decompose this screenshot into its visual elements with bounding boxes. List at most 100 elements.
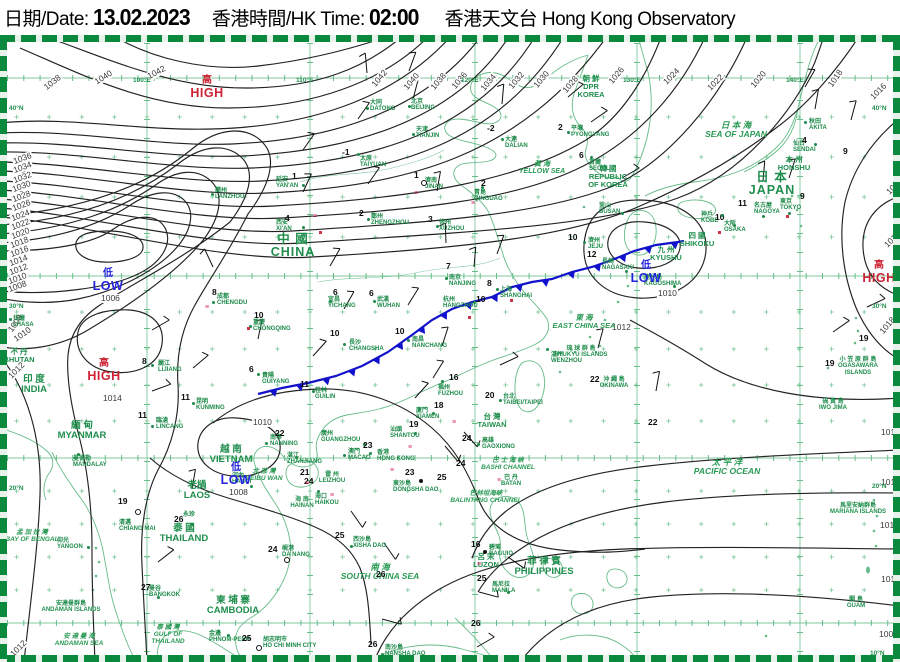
station-dot-LHASA bbox=[8, 317, 12, 321]
wind-barb-shaft bbox=[407, 287, 420, 306]
wind-barb-feather bbox=[843, 316, 850, 321]
graticule-label-30N-1: 30°N bbox=[9, 303, 24, 310]
isobar-label-1014-36: 1014 bbox=[880, 477, 900, 487]
water-label-yellow-sea: 黃 海 YELLOW SEA bbox=[518, 161, 566, 176]
isobar-1014-east bbox=[471, 449, 900, 559]
station-label-CHONGQING: 重慶 CHONGQING bbox=[253, 320, 291, 333]
wind-barb-feather bbox=[395, 553, 400, 560]
coast-philippine-islands bbox=[454, 557, 639, 662]
station-temp-NAGASAKI: 12 bbox=[587, 249, 597, 259]
station-dot-SHANGHAI bbox=[495, 287, 499, 291]
wind-barb-shaft bbox=[367, 167, 380, 185]
wind-barb-feather bbox=[408, 51, 416, 54]
station-temp-FUZHOU: 16 bbox=[449, 372, 459, 382]
station-label-TAIBEI/TAIPEI: 台北 TAIBEI/TAIPEI bbox=[503, 394, 543, 407]
station-dot-LIJIANG bbox=[150, 363, 154, 367]
water-label-andaman-sea: 安 達 曼 海 ANDAMAN SEA bbox=[54, 633, 104, 647]
station-dot-MANILA bbox=[506, 590, 510, 594]
map-border-top bbox=[0, 35, 900, 42]
water-label-balintang-channel: 巴林坦海峽 BALINTANG CHANNEL bbox=[450, 490, 522, 504]
station-temp-JINAN: 1 bbox=[414, 170, 419, 180]
wind-barb-feather bbox=[399, 617, 402, 625]
station-dot-CHONGQING bbox=[248, 324, 252, 328]
station-temp-QINGDAO: 2 bbox=[481, 178, 486, 188]
island-guam bbox=[866, 566, 870, 574]
wind-barb-feather bbox=[362, 100, 370, 104]
region-label-kyushu: 九 州 KYUSHU bbox=[650, 245, 682, 262]
isobar-1042 bbox=[111, 35, 393, 68]
station-label-BANGKOK: 曼谷 BANGKOK bbox=[149, 586, 180, 599]
station-dot-NAGASAKI bbox=[624, 269, 628, 273]
station-label-ZHANJIANG: 湛江 ZHANJIANG bbox=[287, 453, 323, 466]
island-dot bbox=[874, 544, 878, 548]
observatory-name: 香港天文台 Hong Kong Observatory bbox=[444, 9, 736, 30]
coast-mainland-asia bbox=[235, 54, 589, 662]
isobar-label-1008-47: 1008 bbox=[228, 487, 249, 497]
sea-station-temp-4: 19 bbox=[825, 358, 835, 368]
pressure-centre-high-2: 高 HIGH bbox=[87, 358, 121, 383]
station-label-BAGUIO: 碧瑤 BAGUIO bbox=[489, 545, 513, 558]
station-dot-LINCANG bbox=[150, 424, 154, 428]
region-label-china: 中 國 CHINA bbox=[270, 232, 316, 260]
island-dot bbox=[97, 560, 101, 564]
wind-barb-shaft bbox=[381, 618, 402, 625]
pressure-centre-high-0: 高 HIGH bbox=[190, 75, 224, 100]
weather-dot-4 bbox=[786, 215, 789, 218]
pressure-centre-high-3: 高 HIGH bbox=[862, 260, 896, 285]
station-label-TOKYO: 東京 TOKYO bbox=[780, 199, 802, 212]
water-label-beibu-wan: 北 部 灣 BEIBU WAN bbox=[245, 468, 283, 482]
isobar-label-1008-39: 1008 bbox=[878, 629, 899, 639]
isobar-1010-south-coast bbox=[212, 388, 646, 553]
island-dot bbox=[826, 366, 830, 370]
isobar-1026 bbox=[0, 35, 609, 195]
wind-barb-shaft bbox=[499, 356, 519, 366]
station-temp-NANSHA DAO: 26 bbox=[368, 639, 378, 649]
station-temp-ZHENGZHOU: 2 bbox=[359, 208, 364, 218]
station-temp-NANCHANG: 10 bbox=[395, 326, 405, 336]
station-label-永珍: 永珍 bbox=[183, 512, 196, 518]
station-temp-DA NANG: 24 bbox=[268, 544, 278, 554]
graticule-label-20N-5: 20°N bbox=[872, 483, 887, 490]
station-label-PHNOM-PENH: 金邊 PHNOM-PENH bbox=[209, 631, 251, 644]
station-dot-GUIYANG bbox=[256, 372, 260, 376]
isobar-1016-a bbox=[0, 35, 861, 259]
station-dot-NANCHANG bbox=[406, 338, 410, 342]
station-label-SHANTOU: 汕頭 SHANTOU bbox=[390, 427, 420, 440]
graticule-label-140E-11: 140°E bbox=[786, 77, 804, 84]
wind-barb-feather bbox=[512, 351, 519, 357]
graticule-label-120E-9: 120°E bbox=[461, 77, 479, 84]
wind-barb-feather bbox=[421, 380, 429, 384]
sea-station-temp-9: 24 bbox=[456, 458, 466, 468]
wind-barb-feather bbox=[372, 165, 380, 169]
station-label-BUSAN: 釜山 BUSAN bbox=[599, 203, 621, 216]
map-border-right bbox=[893, 35, 900, 662]
haze-symbol-8: ≡ bbox=[477, 561, 481, 568]
station-label-SENDAI: 仙台 SENDAI bbox=[793, 141, 816, 154]
station-temp-NANNING: 22 bbox=[275, 428, 285, 438]
wind-barb-shaft bbox=[436, 171, 441, 192]
graticule-label-10N-6: 10°N bbox=[870, 650, 885, 657]
cold-front-tooth bbox=[395, 341, 404, 350]
station-dot-KOBE bbox=[720, 213, 724, 217]
island-dot bbox=[872, 498, 876, 502]
station-label-TAIYUAN: 太原 TAIYUAN bbox=[360, 156, 387, 169]
wind-barb-feather bbox=[879, 293, 886, 299]
region-label-of-korea: 韓 國 REPUBLIC OF KOREA bbox=[588, 164, 628, 189]
water-label-east-china-sea: 東 海 EAST CHINA SEA bbox=[552, 313, 616, 330]
sea-station-temp-0: 9 bbox=[843, 146, 848, 156]
station-temp-XI'AN: 4 bbox=[285, 213, 290, 223]
station-temp-CHENGDU: 8 bbox=[212, 287, 217, 297]
station-temp-YAN'AN: 1 bbox=[292, 171, 297, 181]
cold-front-tooth bbox=[322, 377, 331, 386]
station-label-DATONG: 大同 DATONG bbox=[370, 100, 396, 113]
station-dot-HANOI bbox=[249, 484, 253, 488]
wind-barb-feather bbox=[201, 351, 209, 356]
wind-barb-shaft bbox=[157, 549, 175, 563]
wind-barb-feather bbox=[807, 68, 816, 71]
isobar-1012-west bbox=[0, 171, 220, 350]
wind-barb-shaft bbox=[507, 556, 525, 569]
island-dot bbox=[598, 344, 602, 348]
graticule-label-110E-8: 110°E bbox=[296, 77, 314, 84]
haze-symbol-1: ≡ bbox=[471, 200, 475, 207]
station-dot-YAN'AN bbox=[301, 183, 305, 187]
